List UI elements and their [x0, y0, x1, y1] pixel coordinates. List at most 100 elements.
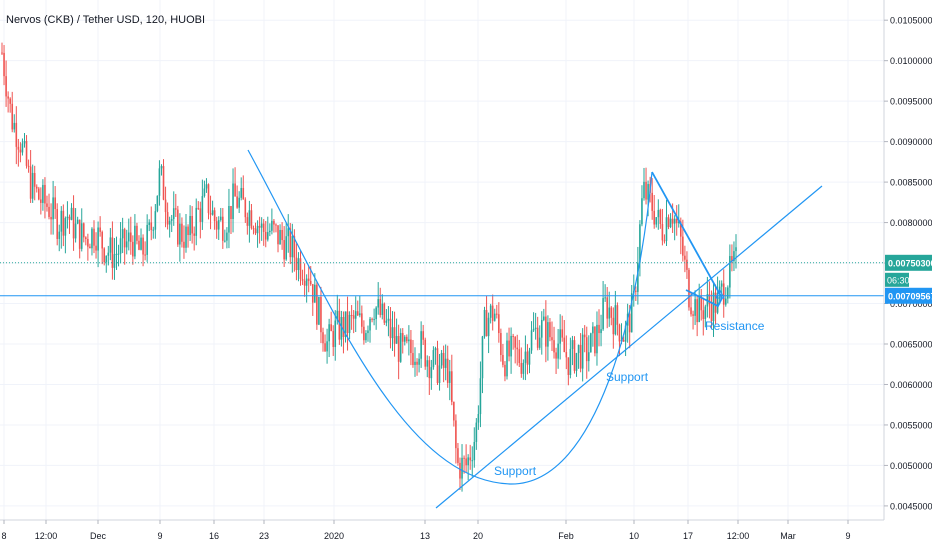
candle-body [518, 349, 521, 364]
time-tick-label: Feb [558, 531, 574, 541]
candle-body [117, 253, 120, 255]
candle-body [573, 340, 576, 371]
candle-body [534, 327, 537, 329]
time-tick-label: 13 [420, 531, 430, 541]
candle-body [103, 248, 106, 263]
candle-body [536, 327, 539, 348]
candle-body [134, 225, 136, 257]
candle-body [729, 256, 731, 288]
candle-body [491, 305, 494, 321]
candle-body [23, 140, 26, 144]
candle-body [406, 336, 408, 342]
candle-body [587, 352, 590, 362]
candle-body [485, 310, 488, 337]
candle-body [148, 222, 151, 225]
candle-body [479, 378, 482, 415]
candle-body [269, 230, 271, 233]
candle-body [132, 241, 134, 257]
candle-body [101, 231, 103, 249]
candle-body [275, 224, 277, 226]
candle-body [371, 318, 373, 320]
candle-body [375, 307, 377, 320]
candle-body [62, 210, 65, 236]
candle-body [183, 241, 185, 248]
candle-body [207, 184, 210, 214]
candle-body [363, 326, 365, 341]
candle-body [543, 316, 545, 320]
candle-body [254, 228, 257, 234]
candle-body [524, 351, 527, 363]
candle-body [356, 311, 359, 316]
candle-body [330, 324, 332, 332]
candle-body [152, 229, 155, 231]
chart-title: Nervos (CKB) / Tether USD, 120, HUOBI [6, 14, 206, 26]
candle-body [379, 299, 382, 315]
candle-body [549, 322, 551, 338]
candle-body [684, 255, 686, 260]
candle-body [673, 218, 676, 224]
candle-body [174, 208, 177, 210]
candle-body [130, 232, 132, 242]
candle-body [557, 343, 559, 359]
candle-body [451, 371, 453, 402]
candle-body [688, 269, 690, 308]
candle-body [600, 329, 602, 334]
candle-body [244, 199, 247, 218]
time-tick-label: 16 [209, 531, 219, 541]
candle-body [242, 187, 245, 200]
candle-body [289, 228, 292, 258]
candle-body [385, 320, 388, 323]
candle-body [230, 206, 232, 220]
candle-body [15, 122, 18, 147]
candle-body [29, 166, 32, 199]
candle-body [40, 199, 42, 203]
candle-body [54, 197, 56, 210]
candle-body [314, 284, 316, 303]
countdown-bg [885, 272, 909, 287]
candle-body [264, 231, 267, 240]
candle-body [322, 332, 324, 344]
candle-body [262, 223, 265, 232]
candle-body [1, 52, 3, 54]
candle-body [377, 299, 380, 308]
candle-body [389, 318, 392, 339]
candle-body [671, 218, 674, 224]
candle-body [109, 237, 112, 253]
candle-body [142, 237, 144, 255]
candle-body [125, 241, 128, 248]
candle-body [733, 251, 735, 262]
candle-body [651, 192, 653, 211]
candle-body [111, 237, 114, 268]
time-tick-label: 10 [629, 531, 639, 541]
candle-body [42, 184, 44, 203]
candle-body [387, 318, 390, 321]
candle-body [712, 292, 715, 322]
candle-body [512, 335, 514, 338]
candle-body [80, 223, 83, 249]
candle-body [571, 340, 574, 349]
candle-body [700, 295, 703, 311]
candle-body [60, 210, 63, 232]
time-axis [0, 520, 932, 550]
candle-body [643, 181, 645, 199]
candle-body [78, 219, 81, 249]
candle-body [187, 226, 189, 236]
candle-body [234, 183, 236, 197]
candle-body [13, 122, 16, 130]
candle-body [193, 233, 195, 236]
candle-body [569, 348, 572, 375]
candle-body [271, 220, 273, 231]
candle-body [727, 287, 729, 299]
candle-body [326, 341, 328, 352]
candle-body [714, 292, 717, 313]
candle-body [316, 284, 318, 325]
time-tick-label: 9 [157, 531, 162, 541]
candle-body [121, 229, 124, 239]
candle-body [91, 228, 93, 249]
